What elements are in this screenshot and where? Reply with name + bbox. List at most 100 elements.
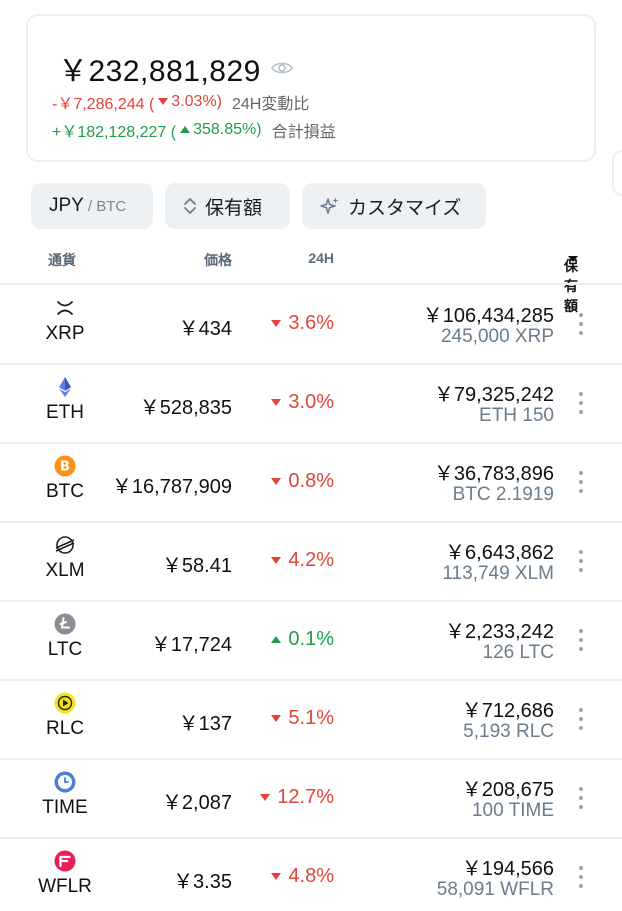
down-arrow-icon: [271, 320, 282, 327]
coin-symbol: BTC: [46, 481, 84, 502]
coin-change-value: 0.8%: [288, 470, 334, 492]
currency-alt-label: / BTC: [87, 197, 127, 215]
holding-value: ￥208,675: [461, 779, 554, 801]
sort-button[interactable]: 保有額: [165, 183, 290, 229]
more-options-icon[interactable]: [578, 708, 584, 730]
coin-cell: B BTC: [20, 455, 110, 503]
coin-change: 5.1%: [271, 707, 334, 730]
total-row: ￥232,881,829: [58, 46, 293, 90]
coin-symbol: RLC: [45, 718, 84, 739]
holding-amount: 58,091 WFLR: [436, 879, 554, 900]
more-options-icon[interactable]: [578, 550, 584, 572]
customize-button[interactable]: カスタマイズ: [302, 183, 486, 229]
coin-symbol: LTC: [47, 639, 83, 660]
holding-row-btc[interactable]: B BTC ￥16,787,909 0.8% ￥36,783,896 BTC 2.1919: [0, 443, 622, 522]
coin-price: ￥3.35: [173, 871, 232, 893]
holding-value: ￥194,566: [461, 858, 554, 880]
total-pl-pct: 358.85%): [193, 121, 262, 138]
coin-cell: XLM: [20, 534, 110, 582]
coin-change: 3.6%: [271, 312, 334, 335]
header-price[interactable]: 価格: [204, 252, 232, 268]
change-24h-label: 24H変動比: [232, 96, 310, 113]
holding-value: ￥2,233,242: [445, 621, 554, 643]
row-divider: [0, 679, 622, 681]
change-24h-amount: -￥7,286,244 (: [52, 96, 155, 113]
coin-price: ￥434: [178, 318, 232, 340]
coin-symbol: TIME: [42, 797, 88, 818]
holding-amount: 5,193 RLC: [463, 721, 554, 742]
down-arrow-icon: [260, 794, 271, 801]
coin-symbol: ETH: [46, 402, 84, 423]
more-options-icon[interactable]: [578, 787, 584, 809]
header-holding-label: 保有額: [564, 258, 578, 314]
holding-amount: ETH 150: [479, 405, 554, 426]
down-arrow-icon: [271, 873, 282, 880]
down-arrow-icon: [271, 478, 282, 485]
coin-change-value: 3.6%: [288, 312, 334, 334]
side-panel-tab[interactable]: [612, 150, 622, 196]
up-arrow-icon: [271, 636, 282, 643]
time-icon: [54, 771, 76, 793]
coin-change: 0.8%: [271, 470, 334, 493]
more-options-icon[interactable]: [578, 866, 584, 888]
eye-icon[interactable]: [270, 60, 293, 76]
holding-amount: 126 LTC: [482, 642, 554, 663]
sparkle-icon: [320, 197, 339, 214]
coin-price: ￥2,087: [161, 792, 232, 814]
total-pl-amount: +￥182,128,227 (: [52, 124, 177, 141]
customize-label: カスタマイズ: [348, 197, 462, 219]
holding-amount: 113,749 XLM: [442, 563, 554, 584]
coin-cell: RLC: [20, 692, 110, 740]
coin-change: 0.1%: [271, 628, 334, 651]
coin-price: ￥58.41: [161, 555, 232, 577]
holding-amount: BTC 2.1919: [452, 484, 554, 505]
sort-desc-icon: [568, 256, 578, 262]
down-arrow-icon: [271, 715, 282, 722]
header-24h[interactable]: 24H: [308, 250, 334, 266]
down-arrow-icon: [158, 98, 169, 105]
holding-row-rlc[interactable]: RLC ￥137 5.1% ￥712,686 5,193 RLC: [0, 680, 622, 759]
total-pl-label: 合計損益: [271, 124, 336, 141]
row-divider: [0, 758, 622, 760]
coin-symbol: XRP: [45, 323, 85, 344]
holding-row-xrp[interactable]: XRP ￥434 3.6% ￥106,434,285 245,000 XRP: [0, 285, 622, 364]
holding-row-eth[interactable]: ETH ￥528,835 3.0% ￥79,325,242 ETH 150: [0, 364, 622, 443]
holding-value: ￥36,783,896: [433, 463, 554, 485]
down-arrow-icon: [271, 399, 282, 406]
row-divider: [0, 837, 622, 839]
wflr-icon: [54, 850, 76, 872]
coin-price: ￥137: [178, 713, 232, 735]
btc-icon: B: [54, 455, 76, 477]
currency-toggle-button[interactable]: JPY / BTC: [31, 183, 153, 229]
divider: [0, 283, 622, 285]
row-divider: [0, 521, 622, 523]
holding-row-wflr[interactable]: WFLR ￥3.35 4.8% ￥194,566 58,091 WFLR: [0, 838, 622, 911]
coin-cell: ETH: [20, 376, 110, 424]
holding-row-xlm[interactable]: XLM ￥58.41 4.2% ￥6,643,862 113,749 XLM: [0, 522, 622, 601]
coin-change: 12.7%: [260, 786, 334, 809]
coin-change-value: 0.1%: [288, 628, 334, 650]
sort-icon: [184, 198, 196, 214]
more-options-icon[interactable]: [578, 313, 584, 335]
coin-change: 3.0%: [271, 391, 334, 414]
coin-change-value: 4.2%: [288, 549, 334, 571]
more-options-icon[interactable]: [578, 629, 584, 651]
holding-row-time[interactable]: TIME ￥2,087 12.7% ￥208,675 100 TIME: [0, 759, 622, 838]
down-arrow-icon: [271, 557, 282, 564]
more-options-icon[interactable]: [578, 471, 584, 493]
more-options-icon[interactable]: [578, 392, 584, 414]
change-24h-row: -￥7,286,244 ( 3.03%) 24H変動比: [52, 90, 309, 114]
coin-change-value: 12.7%: [277, 786, 334, 808]
eth-icon: [54, 376, 76, 398]
row-divider: [0, 442, 622, 444]
holding-value: ￥79,325,242: [433, 384, 554, 406]
coin-change: 4.2%: [271, 549, 334, 572]
header-currency[interactable]: 通貨: [48, 252, 76, 268]
xlm-icon: [54, 534, 76, 556]
coin-price: ￥16,787,909: [111, 476, 232, 498]
holding-row-ltc[interactable]: LTC ￥17,724 0.1% ￥2,233,242 126 LTC: [0, 601, 622, 680]
xrp-icon: [54, 297, 76, 319]
coin-cell: TIME: [20, 771, 110, 819]
up-arrow-icon: [180, 126, 191, 133]
row-divider: [0, 363, 622, 365]
